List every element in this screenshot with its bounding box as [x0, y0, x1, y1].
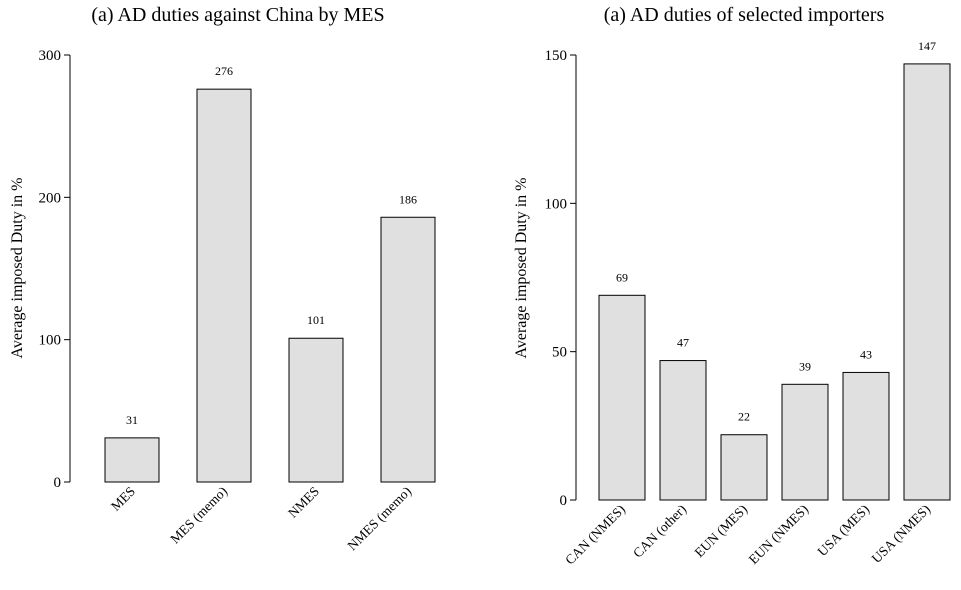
x-tick-label: EUN (NMES)	[746, 502, 811, 567]
data-label: 39	[799, 359, 811, 373]
data-label: 69	[616, 270, 628, 284]
x-tick-label: CAN (NMES)	[562, 502, 628, 568]
chart-panel-selected-importers: (a) AD duties of selected importers Avera…	[513, 4, 951, 568]
bar	[288, 337, 344, 483]
x-tick-label: CAN (other)	[630, 502, 689, 561]
y-tick-label: 200	[39, 190, 62, 206]
bar	[104, 437, 160, 483]
data-label: 276	[215, 64, 233, 78]
data-label: 47	[677, 336, 689, 350]
chart-title: (a) AD duties of selected importers	[604, 4, 885, 26]
x-tick-label: USA (MES)	[815, 502, 873, 560]
data-label: 22	[738, 410, 750, 424]
chart-title: (a) AD duties against China by MES	[91, 4, 384, 26]
bar	[659, 360, 707, 501]
data-label: 186	[399, 192, 417, 206]
bar	[720, 434, 768, 501]
chart-panel-china-mes: (a) AD duties against China by MES Averag…	[9, 4, 436, 554]
data-label: 147	[918, 39, 936, 53]
y-tick-label: 50	[552, 345, 567, 361]
bar	[598, 294, 646, 501]
y-tick-label: 100	[545, 196, 568, 212]
x-tick-label: USA (NMES)	[869, 502, 933, 566]
bar	[903, 63, 951, 501]
y-axis-label: Average imposed Duty in %	[513, 178, 530, 359]
y-tick-label: 0	[560, 493, 568, 509]
y-tick-label: 100	[39, 333, 62, 349]
data-label: 31	[126, 413, 138, 427]
y-axis-label: Average imposed Duty in %	[9, 178, 26, 359]
bar	[380, 216, 436, 483]
data-label: 101	[307, 313, 325, 327]
bar	[842, 371, 890, 501]
x-tick-label: MES	[108, 484, 138, 514]
y-tick-label: 0	[54, 475, 62, 491]
bar	[196, 88, 252, 483]
y-tick-label: 300	[39, 48, 62, 64]
x-tick-label: MES (memo)	[167, 484, 230, 547]
bar	[781, 383, 829, 501]
x-tick-label: EUN (MES)	[692, 502, 751, 561]
data-label: 43	[860, 347, 872, 361]
x-tick-label: NMES (memo)	[344, 484, 414, 554]
x-tick-label: NMES	[285, 484, 322, 521]
y-tick-label: 150	[545, 48, 568, 64]
